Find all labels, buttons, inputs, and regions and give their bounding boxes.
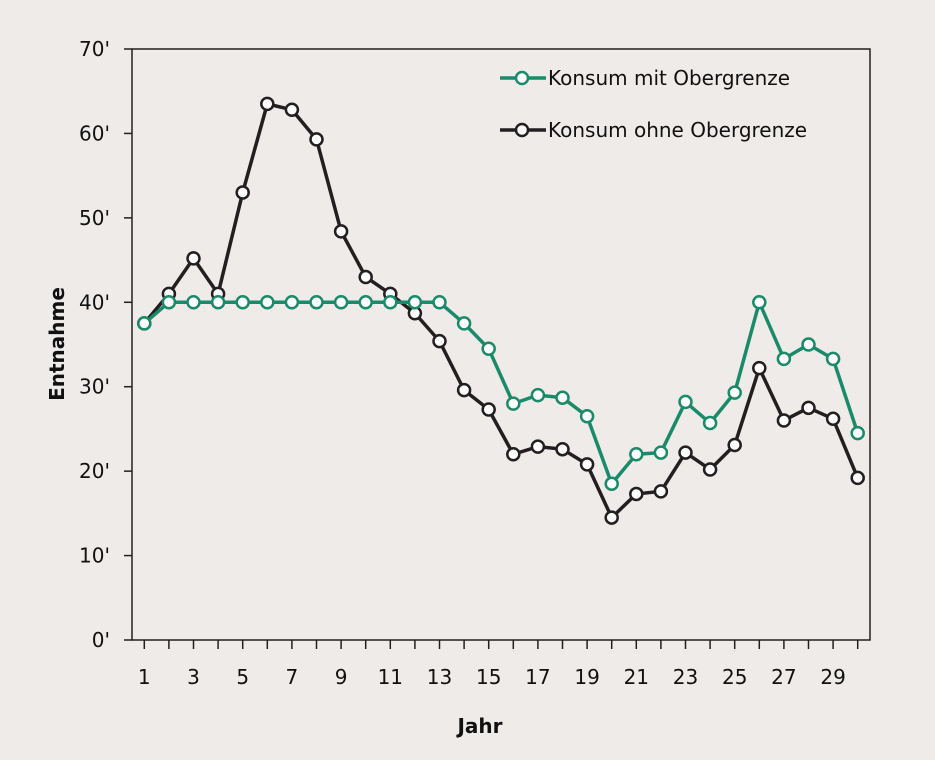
data-point <box>137 316 152 331</box>
data-point <box>555 441 570 457</box>
data-point <box>825 351 841 367</box>
data-point <box>579 457 595 472</box>
data-point <box>161 295 177 310</box>
series-ohne-obergrenze <box>137 96 865 525</box>
data-point <box>235 295 250 310</box>
x-tick-label: 19 <box>574 665 599 689</box>
data-point <box>432 333 447 349</box>
y-tick-label: 30' <box>79 375 110 399</box>
data-point <box>678 394 693 410</box>
data-point <box>506 447 521 462</box>
x-tick-label: 17 <box>525 665 550 689</box>
data-point <box>481 341 496 356</box>
data-point <box>186 251 201 266</box>
data-point <box>752 295 767 310</box>
legend-label: Konsum mit Obergrenze <box>548 66 790 90</box>
axes <box>131 48 871 641</box>
data-point <box>702 462 718 477</box>
data-point <box>530 439 546 454</box>
legend-item: Konsum ohne Obergrenze <box>500 118 807 142</box>
y-axis-title: Entnahme <box>45 287 69 401</box>
x-tick-label: 9 <box>335 665 348 689</box>
data-point <box>260 295 275 310</box>
x-tick-label: 23 <box>673 665 698 689</box>
legend-label: Konsum ohne Obergrenze <box>548 118 807 142</box>
data-point <box>284 295 300 310</box>
data-point <box>210 295 226 310</box>
x-tick-label: 27 <box>771 665 796 689</box>
data-point <box>653 484 669 499</box>
y-tick-label: 10' <box>79 544 110 568</box>
series-mit-obergrenze <box>137 295 865 492</box>
data-point <box>579 409 595 424</box>
y-tick-label: 50' <box>79 206 110 230</box>
data-point <box>776 351 792 367</box>
y-tick-label: 0' <box>92 628 110 652</box>
data-point <box>358 295 373 310</box>
data-point <box>284 102 300 118</box>
x-tick-label: 15 <box>476 665 501 689</box>
data-point <box>850 470 865 486</box>
x-tick-label: 21 <box>624 665 649 689</box>
data-point <box>456 382 472 398</box>
series-line <box>142 102 860 520</box>
data-point <box>235 185 250 200</box>
x-tick-label: 29 <box>820 665 845 689</box>
data-point <box>850 425 865 441</box>
series-layer <box>137 96 865 525</box>
legend-marker <box>514 122 530 138</box>
y-tick-label: 70' <box>79 37 110 61</box>
legend-marker <box>514 70 530 86</box>
data-point <box>186 295 201 310</box>
data-point <box>407 295 423 310</box>
data-point <box>629 447 644 462</box>
data-point <box>432 295 447 310</box>
data-point <box>555 390 570 405</box>
data-point <box>309 295 324 310</box>
x-tick-label: 3 <box>187 665 200 689</box>
y-axis-ticks: 0' 10' 20' 30' 40' 50' 60' 70' <box>79 37 132 652</box>
x-tick-label: 25 <box>722 665 747 689</box>
data-point <box>801 400 816 416</box>
data-point <box>358 269 373 285</box>
x-axis-ticks: 1 3 5 7 9 11 13 15 17 19 21 23 25 27 29 <box>138 640 859 689</box>
data-point <box>776 413 792 428</box>
data-point <box>752 360 767 376</box>
data-point <box>629 486 644 502</box>
plot-frame <box>131 48 871 641</box>
data-point <box>604 476 619 492</box>
data-point <box>309 132 324 147</box>
data-point <box>825 411 841 427</box>
x-tick-label: 1 <box>138 665 151 689</box>
data-point <box>801 337 816 352</box>
legend-item: Konsum mit Obergrenze <box>500 66 790 90</box>
data-point <box>678 445 693 460</box>
legend: Konsum mit Obergrenze Konsum ohne Obergre… <box>500 66 807 142</box>
data-point <box>727 437 742 453</box>
data-point <box>702 415 718 431</box>
data-point <box>333 295 349 310</box>
data-point <box>481 402 496 417</box>
data-point <box>333 224 349 239</box>
data-point <box>530 387 546 403</box>
data-point <box>727 385 742 400</box>
x-axis-title: Jahr <box>455 714 502 738</box>
data-point <box>604 510 619 525</box>
data-point <box>506 396 521 411</box>
x-tick-label: 13 <box>427 665 452 689</box>
y-tick-label: 20' <box>79 459 110 483</box>
data-point <box>260 96 275 112</box>
y-tick-label: 40' <box>79 290 110 314</box>
x-tick-label: 11 <box>378 665 403 689</box>
data-point <box>383 295 398 310</box>
data-point <box>653 445 669 460</box>
data-point <box>456 316 472 331</box>
y-tick-label: 60' <box>79 121 110 145</box>
x-tick-label: 5 <box>236 665 249 689</box>
x-tick-label: 7 <box>286 665 299 689</box>
